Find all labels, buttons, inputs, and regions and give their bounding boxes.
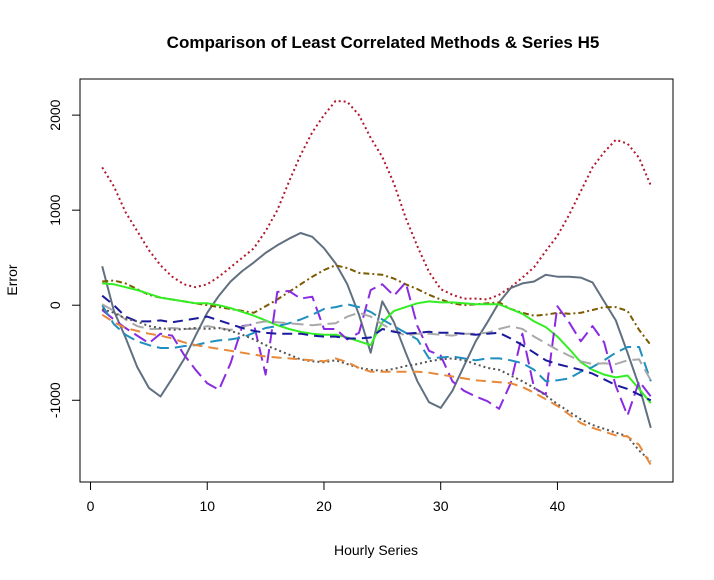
y-tick-label: 1000 [47,194,63,225]
series-line-7 [101,303,652,381]
y-tick-label: -1000 [47,382,63,418]
series-line-2 [101,232,652,429]
x-tick-label: 10 [199,498,215,514]
series-line-10 [101,313,652,466]
x-axis: 0 10 20 30 40 [87,481,566,514]
series-line-9 [101,308,652,462]
series-line-8 [101,294,652,402]
series-line-1 [101,99,652,301]
series-line-5 [101,281,652,417]
series-line-4 [102,282,652,404]
plot-area [101,99,652,466]
y-tick-label: 0 [47,301,63,309]
x-tick-label: 40 [550,498,566,514]
x-tick-label: 20 [316,498,332,514]
x-tick-label: 30 [433,498,449,514]
x-axis-label: Hourly Series [334,542,418,558]
y-axis-label: Error [4,264,20,295]
chart-title: Comparison of Least Correlated Methods &… [167,33,600,52]
x-tick-label: 0 [87,498,95,514]
y-axis: -1000 0 1000 2000 [47,99,81,418]
y-tick-label: 2000 [47,99,63,130]
